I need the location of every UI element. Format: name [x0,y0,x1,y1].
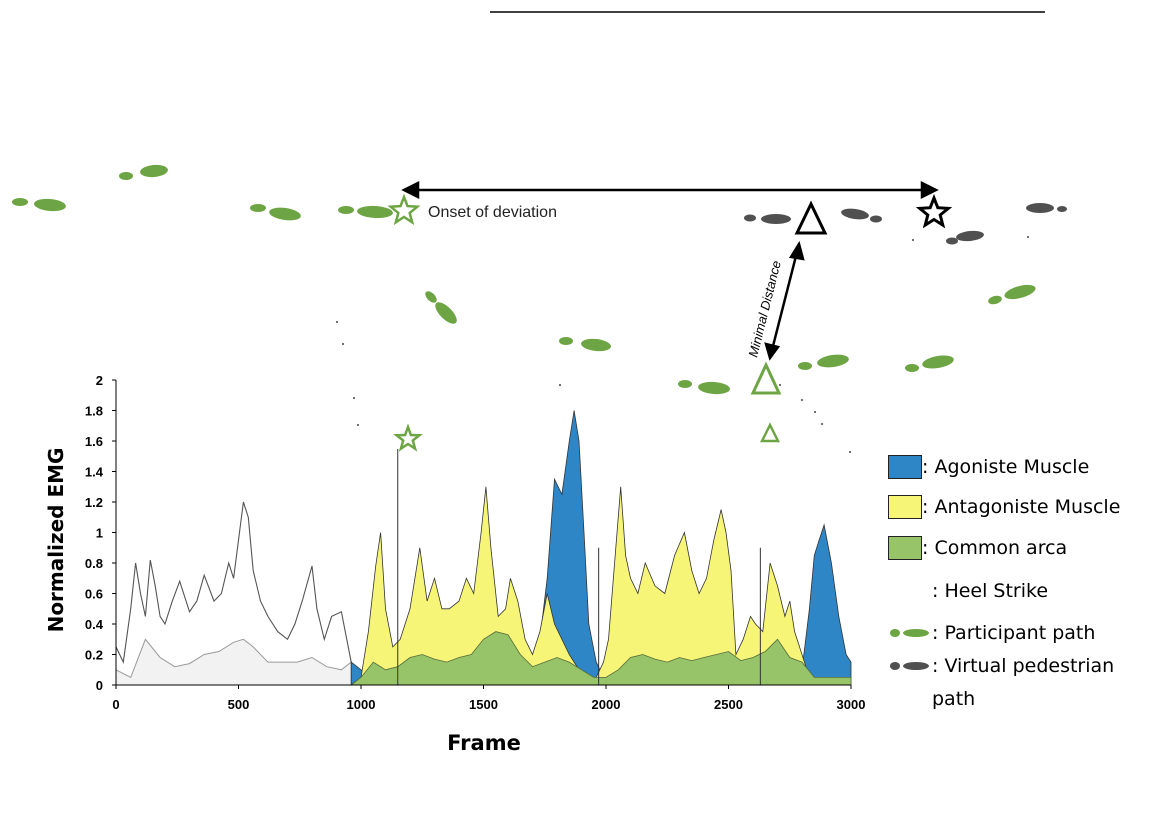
participant-footprint [34,198,66,212]
participant-footprint [581,338,611,352]
legend-virtual-line2: path [932,684,975,714]
participant-footprint [435,302,457,324]
participant-footprint [250,204,266,212]
specks [336,236,1029,453]
participant-path-icon [890,626,932,640]
series-antagonist-area [350,486,852,686]
virtual-star-icon [915,193,953,229]
participant-footprint [905,364,919,372]
legend-virtual: : Virtual pedestrian [890,651,1114,681]
y-tick-label: 0 [96,678,103,693]
virtual-footprints [744,203,1067,245]
participant-footprint [817,354,849,368]
legend-common-label: : Common arca [922,537,1068,559]
x-tick-label: 3000 [837,697,866,712]
legend-heel-label: : Heel Strike [932,580,1049,602]
y-tick-label: 1.8 [85,404,103,419]
participant-triangle-icon [750,361,782,395]
legend-antagonist: : Antagoniste Muscle [888,492,1120,522]
x-tick-label: 1000 [347,697,376,712]
participant-footprint [922,355,954,369]
participant-footprint [678,380,692,388]
legend-virtual-label: : Virtual pedestrian [932,655,1115,677]
virtual-footprint [946,237,958,245]
participant-footprint [140,164,168,178]
y-tick-label: 0.4 [85,617,104,632]
minimal-distance-arrow [764,240,805,361]
participant-footprints [12,164,1036,395]
y-tick-label: 0.6 [85,587,103,602]
participant-footprint [269,207,301,221]
chart-triangle-icon [759,422,781,443]
x-tick-label: 1500 [469,697,498,712]
y-tick-label: 0.8 [85,556,103,571]
virtual-footprint [841,208,869,220]
agonist-swatch [888,455,922,479]
legend-heel: : Heel Strike [932,576,1048,606]
chart-star-icon [393,423,423,452]
minimal-distance-label: Minimal Distance [745,259,784,359]
x-tick-label: 2000 [592,697,621,712]
y-tick-label: 1.2 [85,495,103,510]
y-axis-label: Normalized EMG [44,448,68,633]
raw-emg-line [115,501,352,664]
participant-footprint [798,362,812,370]
participant-footprint [988,295,1002,305]
y-tick-label: 1.4 [85,465,104,480]
common-swatch [888,536,922,560]
y-tick-label: 1 [96,526,103,541]
participant-footprint [698,381,730,395]
participant-footprint [559,337,573,345]
x-tick-label: 0 [112,697,119,712]
x-tick-label: 2500 [714,697,743,712]
participant-footprint [338,206,354,214]
x-axis-label: Frame [447,731,521,755]
legend-participant-label: : Participant path [932,622,1096,644]
legend-common: : Common arca [888,533,1067,563]
emg-chart: 0 0.2 0.4 0.6 0.8 1 1.2 1.4 1.6 1.8 2 0 500 1000 1500 2… [44,373,865,755]
participant-footprint [119,172,133,180]
virtual-footprint [870,215,882,223]
y-tick-label: 1.6 [85,434,103,449]
virtual-footprint [1057,206,1067,212]
legend-antagonist-label: : Antagoniste Muscle [922,496,1121,518]
onset-star-icon [387,193,421,226]
series-common-area [350,631,852,686]
participant-footprint [425,291,437,303]
y-tick-label: 2 [96,373,103,388]
legend-agonist: : Agoniste Muscle [888,452,1089,482]
virtual-footprint [956,230,984,242]
x-tick-label: 500 [228,697,250,712]
virtual-footprint [1026,203,1054,213]
antagonist-swatch [888,495,922,519]
y-tick-label: 0.2 [85,648,103,663]
participant-footprint [357,205,393,219]
virtual-footprint [761,214,791,224]
participant-footprint [1004,284,1036,300]
participant-footprint [12,198,28,206]
grey-baseline-area [115,638,352,686]
virtual-path-icon [890,659,932,673]
legend-participant: : Participant path [890,618,1095,648]
deviation-arrow [401,180,939,200]
legend-virtual-label-2: path [932,688,976,710]
onset-label: Onset of deviation [428,204,557,221]
legend-agonist-label: : Agoniste Muscle [922,456,1090,478]
virtual-footprint [744,214,756,222]
virtual-triangle-icon [794,200,828,235]
